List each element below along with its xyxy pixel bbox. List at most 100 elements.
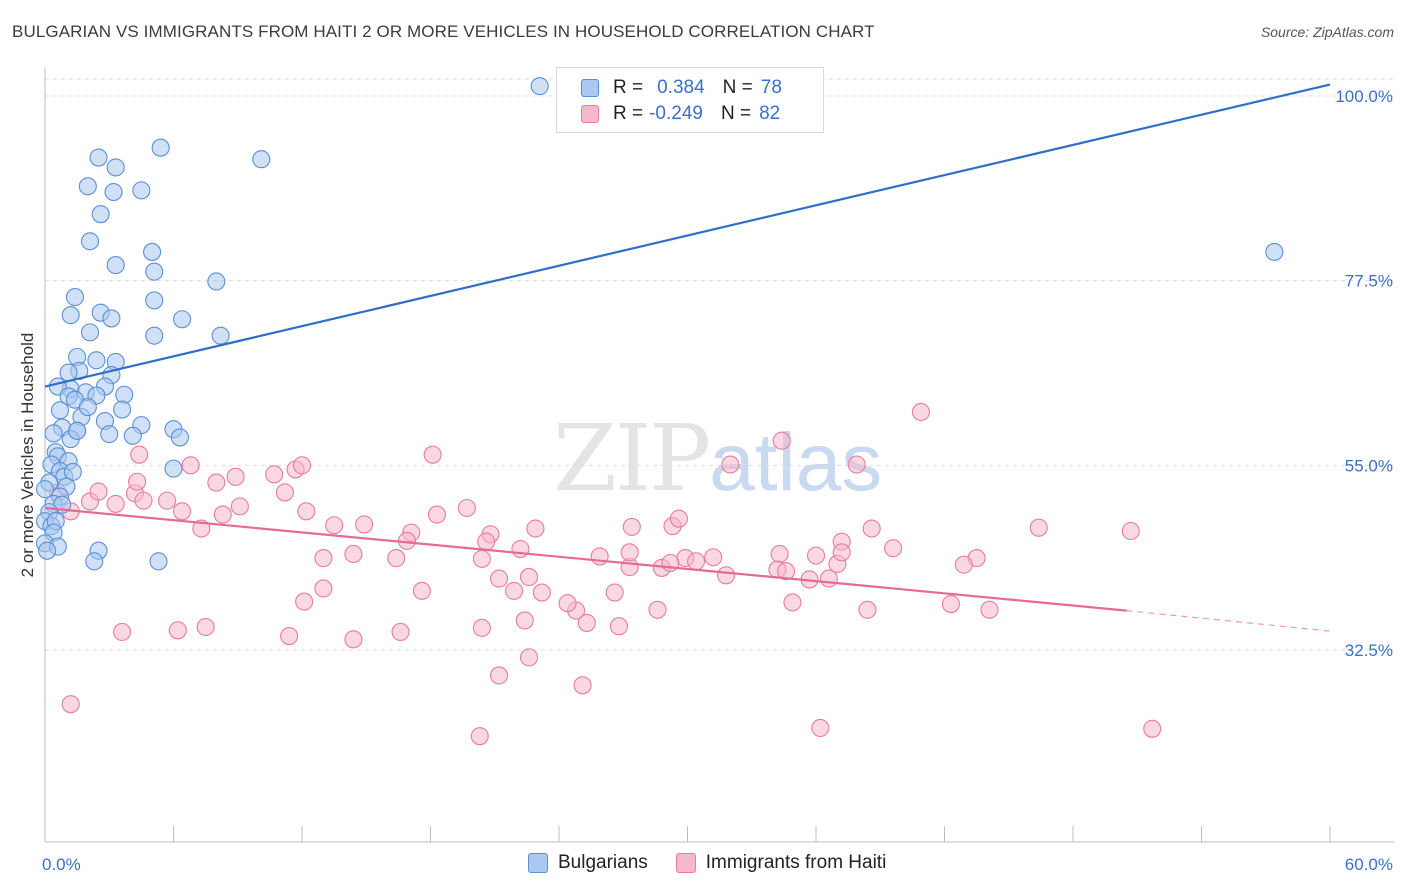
bulgarian-point bbox=[170, 428, 189, 447]
bulgarian-point bbox=[85, 552, 104, 571]
haiti-point bbox=[134, 491, 153, 510]
haiti-point bbox=[477, 532, 496, 551]
haiti-point bbox=[226, 467, 245, 486]
bulgarian-point bbox=[149, 552, 168, 571]
haiti-point bbox=[423, 445, 442, 464]
bulgarian-point bbox=[102, 309, 121, 328]
legend-n-value: 82 bbox=[759, 103, 781, 124]
y-tick-label: 55.0% bbox=[1345, 456, 1393, 475]
haiti-point bbox=[862, 519, 881, 538]
legend-n-label: N = bbox=[720, 103, 752, 124]
bulgarian-point bbox=[145, 291, 164, 310]
bulgarian-point bbox=[113, 400, 132, 419]
haiti-point bbox=[61, 695, 80, 714]
legend-r-value: 0.384 bbox=[657, 77, 705, 98]
bulgarian-point bbox=[145, 326, 164, 345]
series-haiti-points bbox=[48, 402, 1162, 746]
haiti-point bbox=[772, 431, 791, 450]
haiti-point bbox=[412, 581, 431, 600]
haiti-point bbox=[355, 515, 374, 534]
bulgarian-point bbox=[50, 401, 70, 420]
axes bbox=[44, 68, 1394, 843]
bulgarian-point bbox=[80, 232, 100, 251]
haiti-point bbox=[230, 497, 249, 516]
haiti-point bbox=[113, 622, 132, 641]
haiti-point bbox=[704, 548, 723, 567]
haiti-point bbox=[819, 569, 838, 588]
haiti-point bbox=[472, 549, 491, 568]
bulgarian-point bbox=[123, 426, 142, 445]
haiti-point bbox=[980, 600, 999, 619]
legend-swatch-bulgarians bbox=[581, 79, 599, 97]
haiti-point bbox=[515, 611, 534, 630]
source-label: Source: ZipAtlas.com bbox=[1260, 24, 1394, 40]
haiti-point bbox=[770, 544, 789, 564]
bulgarian-point bbox=[38, 541, 57, 560]
tick-labels: 100.0% 77.5% 55.0% 32.5% 0.0% 60.0% bbox=[42, 87, 1393, 874]
legend-n-value: 78 bbox=[760, 77, 782, 98]
haiti-point bbox=[858, 600, 877, 619]
bulgarian-point bbox=[35, 480, 55, 499]
haiti-point bbox=[811, 718, 830, 738]
bulgarian-point bbox=[115, 385, 134, 404]
haiti-point bbox=[472, 618, 491, 637]
bottom-legend-haiti[interactable]: Immigrants from Haiti bbox=[675, 852, 887, 874]
haiti-point bbox=[489, 569, 509, 588]
haiti-point bbox=[457, 498, 476, 518]
legend-row-haiti: R = -0.249 N = 82 bbox=[581, 100, 780, 128]
trend-lines bbox=[44, 83, 1331, 632]
haiti-point bbox=[806, 546, 826, 565]
bulgarian-point bbox=[68, 421, 87, 440]
bulgarian-point bbox=[252, 150, 271, 169]
y-axis-label: 2 or more Vehicles in Household bbox=[18, 332, 37, 578]
bulgarian-point bbox=[61, 306, 80, 325]
legend-r-label: R = bbox=[613, 103, 644, 124]
trend-line-haiti-extension bbox=[1126, 610, 1331, 632]
haiti-point bbox=[511, 539, 530, 559]
x-tick-label: 60.0% bbox=[1345, 855, 1393, 874]
bottom-legend-label: Immigrants from Haiti bbox=[705, 852, 887, 873]
bottom-legend: Bulgarians Immigrants from Haiti bbox=[528, 852, 914, 874]
legend-swatch-haiti bbox=[581, 105, 599, 123]
haiti-point bbox=[558, 594, 577, 613]
y-tick-label: 77.5% bbox=[1345, 272, 1393, 291]
haiti-point bbox=[519, 567, 539, 587]
bulgarian-point bbox=[143, 242, 162, 261]
legend-r-value: -0.249 bbox=[649, 103, 703, 124]
bulgarian-point bbox=[106, 256, 125, 275]
haiti-point bbox=[168, 621, 187, 640]
bulgarian-point bbox=[44, 424, 63, 443]
haiti-point bbox=[292, 456, 312, 475]
trend-line-bulgarians bbox=[44, 83, 1331, 388]
haiti-point bbox=[1121, 521, 1140, 541]
correlation-legend: R = 0.384 N = 78 R = -0.249 N = 82 bbox=[556, 67, 824, 133]
haiti-point bbox=[344, 544, 363, 564]
legend-r-label: R = bbox=[613, 77, 644, 98]
haiti-point bbox=[314, 579, 333, 598]
haiti-point bbox=[504, 581, 524, 600]
haiti-point bbox=[590, 547, 609, 566]
bulgarian-point bbox=[1265, 242, 1284, 261]
bulgarian-point bbox=[78, 177, 97, 196]
haiti-point bbox=[275, 483, 294, 502]
bulgarian-point bbox=[211, 326, 230, 345]
haiti-point bbox=[427, 505, 446, 524]
haiti-point bbox=[213, 505, 232, 524]
haiti-point bbox=[622, 517, 641, 536]
haiti-point bbox=[620, 543, 639, 562]
watermark-zip: ZIP bbox=[553, 405, 711, 512]
haiti-point bbox=[577, 613, 596, 632]
haiti-point bbox=[783, 593, 802, 612]
haiti-point bbox=[181, 456, 200, 475]
bulgarian-point bbox=[106, 158, 125, 177]
trend-line-haiti bbox=[44, 506, 1127, 612]
haiti-point bbox=[158, 491, 177, 510]
haiti-point bbox=[325, 516, 344, 535]
bottom-legend-bulgarians[interactable]: Bulgarians bbox=[528, 852, 648, 874]
bulgarian-point bbox=[164, 459, 183, 478]
haiti-point bbox=[128, 472, 147, 491]
bulgarian-point bbox=[80, 323, 100, 342]
haiti-point bbox=[721, 455, 740, 474]
haiti-point bbox=[130, 445, 149, 464]
